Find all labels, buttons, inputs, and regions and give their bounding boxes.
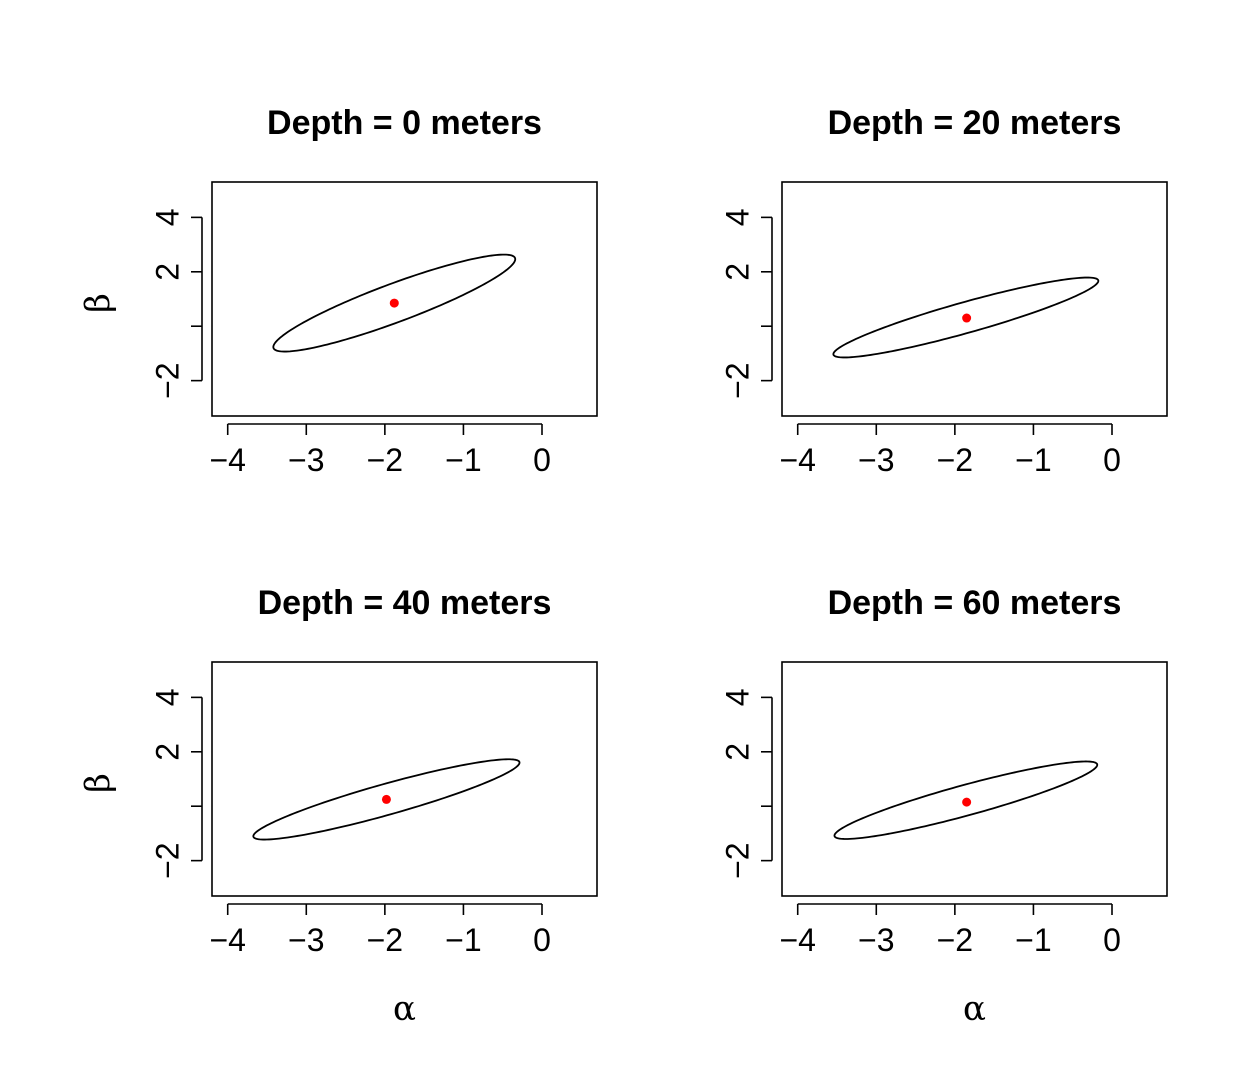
panel-title: Depth = 0 meters (267, 104, 542, 142)
x-axis-label: α (393, 989, 416, 1029)
panel-title: Depth = 20 meters (828, 104, 1122, 142)
x-tick-label: −4 (779, 442, 815, 478)
x-tick-label: −3 (858, 442, 894, 478)
y-tick-label: −2 (719, 842, 755, 878)
x-tick-label: 0 (533, 442, 551, 478)
x-tick-label: −2 (367, 442, 403, 478)
y-tick-label: 2 (719, 743, 755, 761)
estimate-point (962, 313, 972, 323)
y-tick-label: 4 (149, 688, 185, 706)
plot-frame (211, 661, 598, 897)
x-tick-label: −1 (1015, 442, 1051, 478)
plot-frame (781, 181, 1168, 417)
plot-frame (211, 181, 598, 417)
x-axis-label: α (963, 989, 986, 1029)
y-tick-label: 4 (149, 208, 185, 226)
panel-1: Depth = 0 meters −4 −3 −2 −1 0 −2 2 4 β (78, 104, 598, 478)
y-tick-label: 2 (719, 263, 755, 281)
y-tick-label: −2 (149, 842, 185, 878)
x-tick-label: −1 (445, 922, 481, 958)
x-tick-label: −3 (858, 922, 894, 958)
x-tick-label: 0 (533, 922, 551, 958)
panel-title: Depth = 60 meters (828, 584, 1122, 622)
confidence-ellipse (272, 253, 517, 353)
x-tick-label: −4 (779, 922, 815, 958)
y-tick-label: −2 (719, 362, 755, 398)
x-tick-label: −2 (937, 922, 973, 958)
x-tick-label: 0 (1103, 442, 1121, 478)
x-tick-label: −4 (209, 922, 245, 958)
y-axis-label: β (78, 293, 118, 313)
y-axis-label: β (78, 773, 118, 793)
panel-title: Depth = 40 meters (258, 584, 552, 622)
x-tick-label: −2 (367, 922, 403, 958)
x-tick-label: −4 (209, 442, 245, 478)
confidence-ellipse (832, 276, 1100, 359)
x-tick-label: −3 (288, 442, 324, 478)
y-tick-label: 2 (149, 743, 185, 761)
x-tick-label: 0 (1103, 922, 1121, 958)
y-tick-label: 2 (149, 263, 185, 281)
panel-4: Depth = 60 meters −4 −3 −2 −1 0 −2 2 4 α (719, 584, 1168, 1029)
x-tick-label: −1 (445, 442, 481, 478)
y-tick-label: 4 (719, 688, 755, 706)
confidence-ellipse (833, 760, 1099, 840)
confidence-ellipse (252, 758, 521, 841)
y-tick-label: −2 (149, 362, 185, 398)
x-tick-label: −1 (1015, 922, 1051, 958)
panel-2: Depth = 20 meters −4 −3 −2 −1 0 −2 2 4 (719, 104, 1168, 478)
x-tick-label: −2 (937, 442, 973, 478)
estimate-point (381, 794, 391, 804)
y-tick-label: 4 (719, 208, 755, 226)
x-tick-label: −3 (288, 922, 324, 958)
plot-frame (781, 661, 1168, 897)
estimate-point (962, 797, 972, 807)
panel-3: Depth = 40 meters −4 −3 −2 −1 0 −2 2 4 α β (78, 584, 598, 1029)
estimate-point (389, 298, 399, 308)
